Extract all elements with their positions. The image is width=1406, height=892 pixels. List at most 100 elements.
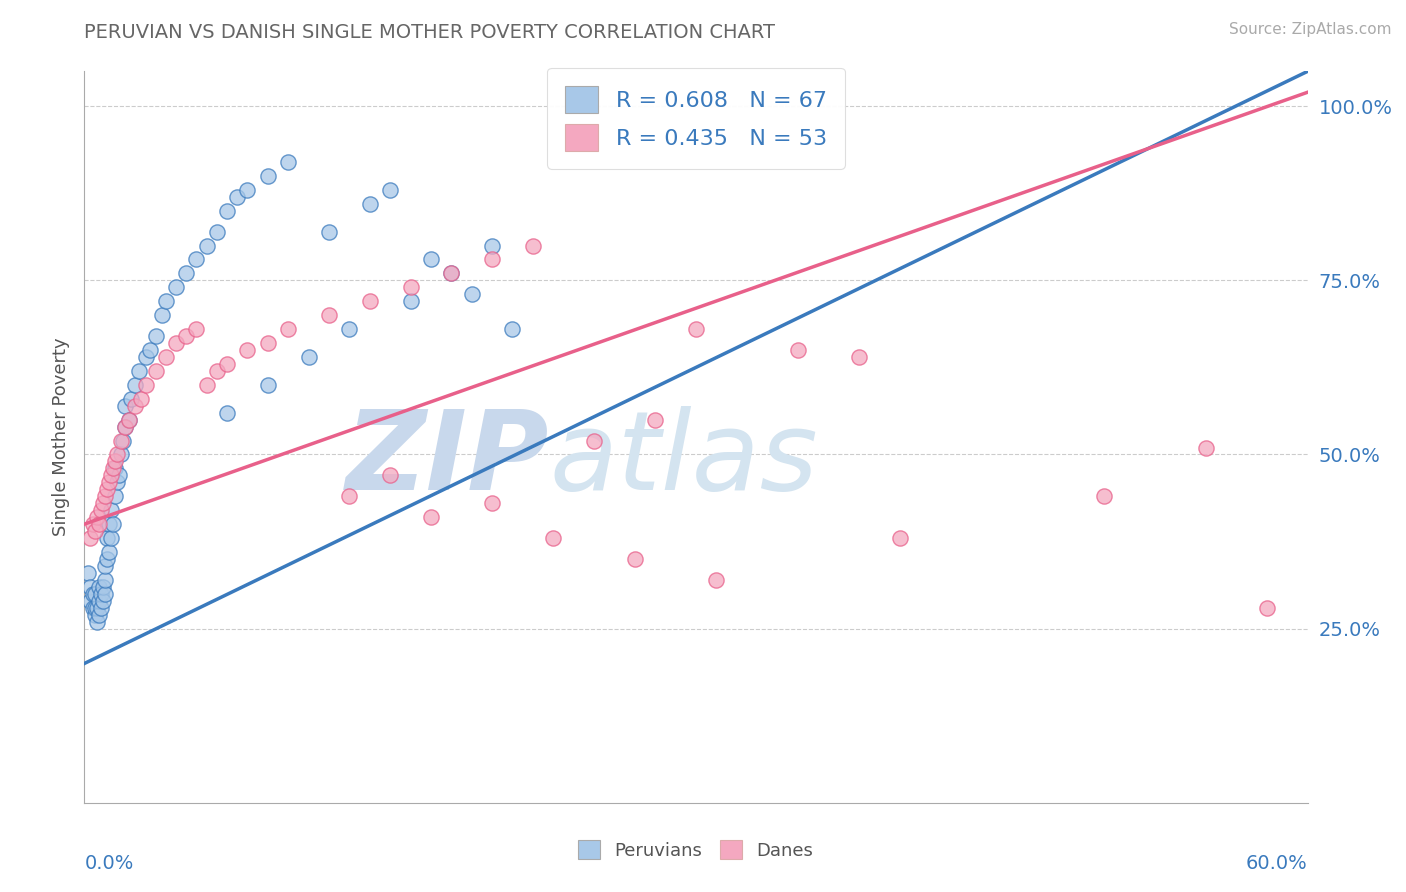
- Point: [359, 294, 381, 309]
- Point: [339, 322, 361, 336]
- Point: [186, 252, 208, 267]
- Point: [1092, 489, 1115, 503]
- Point: [145, 364, 167, 378]
- Point: [97, 475, 120, 490]
- Point: [420, 510, 443, 524]
- Y-axis label: Single Mother Poverty: Single Mother Poverty: [52, 338, 70, 536]
- Point: [174, 329, 197, 343]
- Point: [226, 190, 249, 204]
- Point: [205, 225, 228, 239]
- Point: [257, 377, 280, 392]
- Point: [236, 183, 259, 197]
- Point: [110, 434, 132, 448]
- Point: [420, 252, 443, 267]
- Point: [399, 280, 422, 294]
- Text: PERUVIAN VS DANISH SINGLE MOTHER POVERTY CORRELATION CHART: PERUVIAN VS DANISH SINGLE MOTHER POVERTY…: [84, 23, 775, 42]
- Point: [685, 322, 707, 336]
- Point: [1195, 441, 1218, 455]
- Point: [706, 573, 728, 587]
- Point: [87, 517, 110, 532]
- Point: [124, 377, 146, 392]
- Point: [82, 600, 104, 615]
- Point: [114, 419, 136, 434]
- Point: [118, 412, 141, 426]
- Text: 60.0%: 60.0%: [1246, 854, 1308, 873]
- Point: [105, 475, 128, 490]
- Text: 0.0%: 0.0%: [84, 854, 134, 873]
- Point: [79, 580, 101, 594]
- Point: [195, 238, 218, 252]
- Point: [624, 552, 647, 566]
- Point: [86, 510, 108, 524]
- Point: [82, 517, 104, 532]
- Point: [112, 434, 135, 448]
- Point: [101, 517, 124, 532]
- Point: [101, 461, 124, 475]
- Point: [96, 483, 118, 497]
- Point: [124, 399, 146, 413]
- Point: [105, 448, 128, 462]
- Point: [440, 266, 463, 280]
- Point: [104, 454, 127, 468]
- Point: [543, 531, 565, 545]
- Point: [90, 600, 112, 615]
- Point: [104, 489, 127, 503]
- Point: [87, 580, 110, 594]
- Point: [120, 392, 142, 406]
- Point: [97, 517, 120, 532]
- Point: [93, 489, 115, 503]
- Point: [114, 419, 136, 434]
- Point: [848, 350, 870, 364]
- Text: atlas: atlas: [550, 406, 818, 513]
- Point: [104, 461, 127, 475]
- Point: [1256, 600, 1278, 615]
- Legend: Peruvians, Danes: Peruvians, Danes: [571, 833, 821, 867]
- Point: [195, 377, 218, 392]
- Point: [257, 336, 280, 351]
- Point: [165, 336, 187, 351]
- Point: [889, 531, 911, 545]
- Point: [86, 600, 108, 615]
- Point: [96, 531, 118, 545]
- Point: [83, 524, 105, 538]
- Point: [97, 545, 120, 559]
- Point: [93, 573, 115, 587]
- Point: [93, 558, 115, 573]
- Point: [481, 496, 503, 510]
- Point: [502, 322, 524, 336]
- Point: [481, 238, 503, 252]
- Point: [277, 322, 299, 336]
- Point: [100, 503, 122, 517]
- Point: [96, 552, 118, 566]
- Point: [359, 196, 381, 211]
- Point: [644, 412, 666, 426]
- Point: [481, 252, 503, 267]
- Point: [77, 566, 100, 580]
- Point: [82, 587, 104, 601]
- Point: [583, 434, 606, 448]
- Point: [339, 489, 361, 503]
- Point: [787, 343, 810, 357]
- Point: [155, 294, 177, 309]
- Point: [118, 412, 141, 426]
- Point: [91, 580, 114, 594]
- Point: [86, 615, 108, 629]
- Point: [217, 203, 239, 218]
- Point: [150, 308, 173, 322]
- Point: [100, 531, 122, 545]
- Point: [145, 329, 167, 343]
- Point: [114, 399, 136, 413]
- Point: [186, 322, 208, 336]
- Point: [461, 287, 484, 301]
- Point: [128, 364, 150, 378]
- Point: [90, 587, 112, 601]
- Point: [380, 183, 402, 197]
- Point: [100, 468, 122, 483]
- Point: [399, 294, 422, 309]
- Point: [155, 350, 177, 364]
- Point: [110, 448, 132, 462]
- Point: [257, 169, 280, 183]
- Point: [108, 468, 131, 483]
- Point: [380, 468, 402, 483]
- Point: [318, 225, 340, 239]
